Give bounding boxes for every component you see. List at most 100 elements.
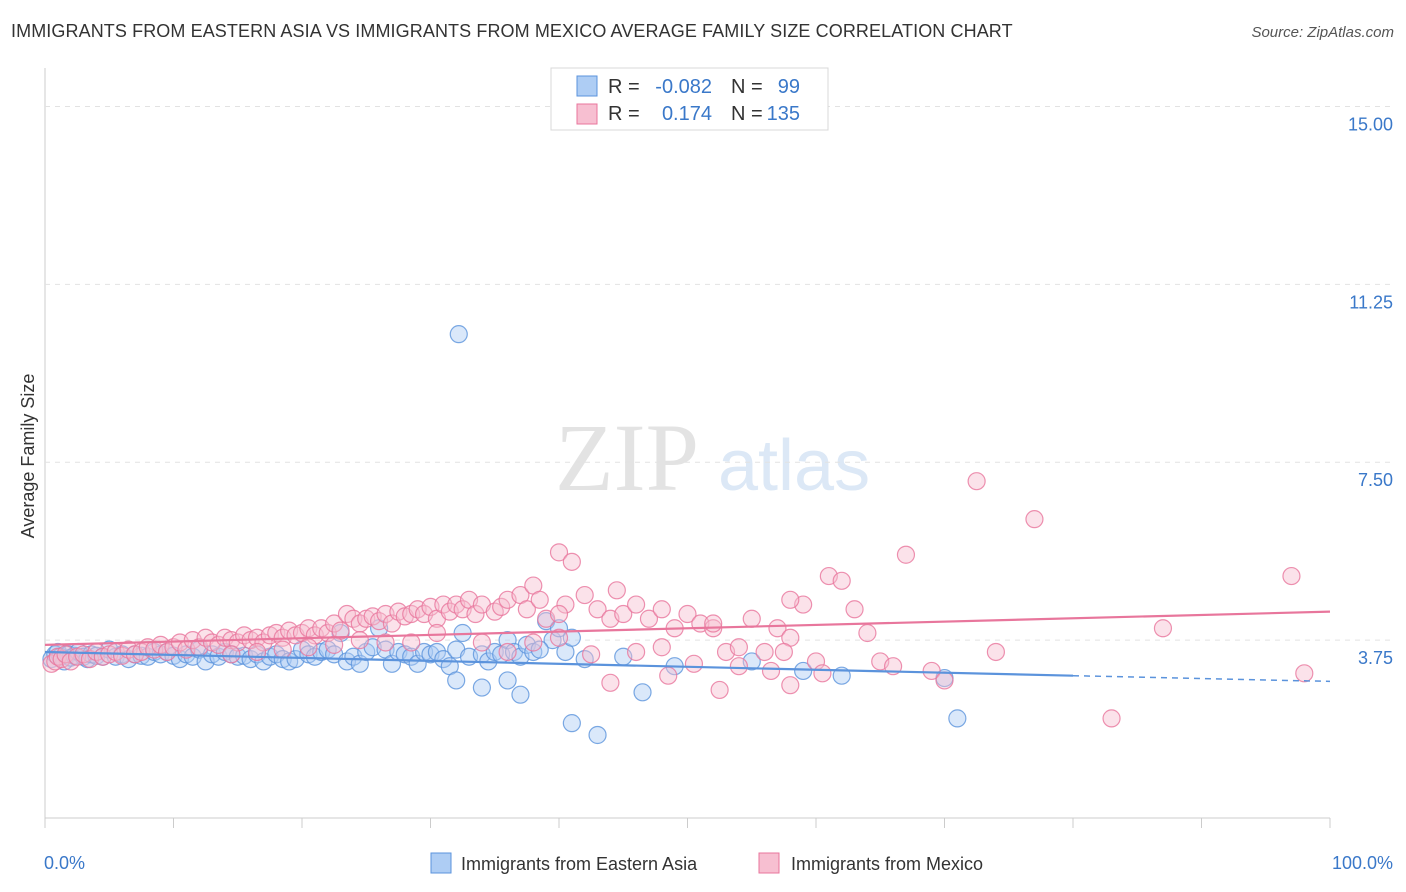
point-mexico xyxy=(1295,664,1314,683)
point-mexico xyxy=(755,642,774,662)
chart-source: Source: ZipAtlas.com xyxy=(1251,24,1394,41)
point-eastern-asia xyxy=(588,725,607,745)
watermark-atlas: atlas xyxy=(718,426,870,506)
point-mexico xyxy=(652,638,671,657)
point-mexico xyxy=(896,545,916,564)
legend-n-label-1: N = xyxy=(731,76,763,98)
point-mexico xyxy=(582,645,601,664)
point-mexico xyxy=(704,614,723,633)
point-mexico xyxy=(1102,709,1121,728)
point-mexico xyxy=(434,595,453,614)
point-mexico xyxy=(986,642,1006,662)
point-eastern-asia xyxy=(530,640,549,659)
point-mexico xyxy=(845,600,864,619)
point-mexico xyxy=(626,595,646,614)
point-mexico xyxy=(761,661,781,681)
gridlines xyxy=(45,105,1395,641)
point-mexico xyxy=(601,673,620,692)
point-mexico xyxy=(729,638,749,657)
point-mexico xyxy=(466,604,485,624)
point-mexico xyxy=(549,628,569,647)
point-mexico xyxy=(935,671,954,690)
legend-n-label-2: N = xyxy=(731,103,763,125)
bottom-legend-swatch-blue xyxy=(430,852,452,874)
watermark-zip: ZIP xyxy=(555,404,699,511)
point-mexico xyxy=(1025,510,1044,529)
point-eastern-asia xyxy=(511,685,530,704)
point-mexico xyxy=(922,661,941,681)
legend-r-label-1: R = xyxy=(608,76,640,98)
point-mexico xyxy=(659,666,678,685)
point-eastern-asia xyxy=(794,661,813,681)
point-mexico xyxy=(742,609,761,628)
point-eastern-asia xyxy=(948,709,967,728)
x-tick-label-min: 0.0% xyxy=(44,853,85,873)
point-mexico xyxy=(402,633,421,652)
point-mexico xyxy=(299,638,318,657)
point-mexico xyxy=(652,600,671,619)
bottom-legend-swatch-pink xyxy=(758,852,780,874)
point-mexico xyxy=(710,680,729,700)
point-mexico xyxy=(768,619,787,638)
point-mexico xyxy=(556,595,575,614)
point-mexico xyxy=(299,619,318,638)
point-eastern-asia xyxy=(498,671,517,690)
point-mexico xyxy=(350,631,369,650)
point-mexico xyxy=(549,604,569,624)
point-mexico xyxy=(684,654,704,673)
point-eastern-asia xyxy=(472,678,491,697)
chart-title: IMMIGRANTS FROM EASTERN ASIA VS IMMIGRAN… xyxy=(11,21,1013,41)
point-mexico xyxy=(1153,619,1173,638)
point-mexico xyxy=(492,597,511,617)
x-axis-ticks xyxy=(44,818,1331,828)
point-mexico xyxy=(376,633,395,652)
y-tick-label: 11.25 xyxy=(1349,292,1393,312)
point-mexico xyxy=(524,633,543,652)
trend-line-mexico xyxy=(44,610,1331,646)
point-mexico xyxy=(832,571,851,590)
point-mexico xyxy=(530,590,549,609)
legend-swatch-blue xyxy=(576,75,598,97)
y-axis-label: Average Family Size xyxy=(18,374,38,539)
point-mexico xyxy=(562,552,581,571)
point-mexico xyxy=(678,604,697,624)
y-tick-label: 3.75 xyxy=(1358,648,1393,668)
point-mexico xyxy=(498,642,517,662)
bottom-legend-label-pink: Immigrants from Mexico xyxy=(791,854,983,874)
point-eastern-asia xyxy=(449,325,468,344)
point-eastern-asia xyxy=(447,671,466,690)
point-mexico xyxy=(222,645,241,664)
point-mexico xyxy=(588,600,607,619)
point-mexico xyxy=(607,581,626,600)
correlation-legend: R = -0.082 N = 99 R = 0.174 N = 135 xyxy=(550,67,829,131)
point-mexico xyxy=(614,604,633,624)
point-mexico xyxy=(858,623,877,643)
trend-line-extension xyxy=(1072,674,1331,683)
y-tick-label: 15.00 xyxy=(1348,114,1393,134)
point-mexico xyxy=(774,642,793,662)
legend-r-value-1: -0.082 xyxy=(655,76,712,98)
legend-swatch-pink xyxy=(576,103,598,125)
point-mexico xyxy=(813,664,832,683)
point-mexico xyxy=(967,472,986,491)
point-mexico xyxy=(427,623,447,643)
y-tick-labels: 3.75 7.50 11.25 15.00 xyxy=(1348,114,1393,668)
point-mexico xyxy=(325,635,344,654)
point-mexico xyxy=(781,590,800,609)
point-mexico xyxy=(781,676,800,695)
trend-line-eastern-asia xyxy=(44,650,1074,677)
legend-n-value-1: 99 xyxy=(778,76,800,98)
point-mexico xyxy=(273,640,292,659)
y-tick-label: 7.50 xyxy=(1358,470,1393,490)
point-mexico xyxy=(472,633,491,652)
point-eastern-asia xyxy=(562,628,581,647)
x-tick-label-max: 100.0% xyxy=(1332,853,1393,873)
point-mexico xyxy=(626,642,646,662)
point-mexico xyxy=(575,585,594,605)
point-mexico xyxy=(325,614,344,633)
point-eastern-asia xyxy=(633,683,652,702)
trend-lines xyxy=(44,610,1331,683)
point-eastern-asia xyxy=(562,714,581,733)
point-mexico xyxy=(549,543,569,562)
